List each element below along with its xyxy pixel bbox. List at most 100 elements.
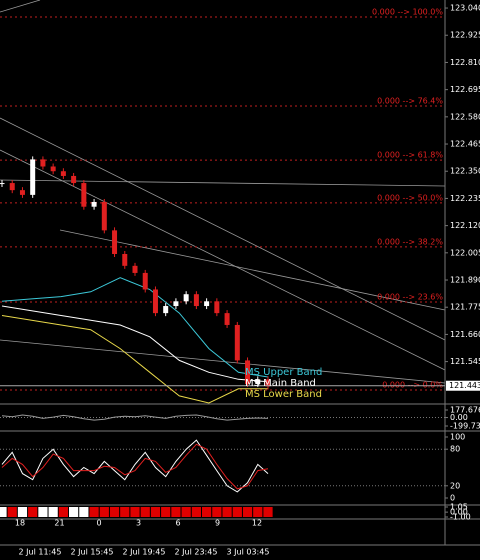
y-tick-label: 177.6762	[450, 406, 480, 415]
x-tick-label: 3 Jul 03:45	[227, 548, 270, 557]
hour-label: 0	[96, 519, 101, 528]
hour-label: 3	[136, 519, 141, 528]
trend-line	[0, 149, 446, 371]
fib-label: 0.000 --> 0.0%	[382, 380, 443, 389]
candle	[193, 294, 199, 307]
signal-block	[0, 507, 7, 517]
candle	[122, 254, 128, 266]
y-tick-label: 121.545	[450, 357, 480, 366]
candle	[9, 183, 15, 191]
y-tick-label: 122.695	[450, 85, 480, 94]
hour-label: 18	[15, 519, 25, 528]
signal-block	[161, 507, 171, 517]
y-tick-label: 80	[450, 445, 460, 454]
fib-label: 0.000 --> 23.6%	[377, 293, 443, 302]
trend-line	[0, 339, 446, 384]
y-tick-label: 121.660	[450, 330, 480, 339]
y-tick-label: 1.05	[450, 503, 468, 512]
indicator-line	[1, 439, 269, 493]
hour-label: 12	[252, 519, 262, 528]
band-line	[1, 277, 269, 378]
candle	[81, 183, 87, 207]
y-tick-label: 20	[450, 481, 460, 490]
y-tick-label: 122.580	[450, 112, 480, 121]
candle	[265, 379, 271, 387]
indicator-line	[1, 414, 269, 421]
y-tick-label: 121.775	[450, 303, 480, 312]
y-tick-label: 122.350	[450, 167, 480, 176]
candle	[71, 175, 77, 184]
signal-block	[202, 507, 212, 517]
trend-line	[0, 117, 446, 341]
candle	[91, 201, 97, 207]
legend-entry: MS Main Band	[245, 378, 316, 389]
signal-block	[253, 507, 263, 517]
current-price-label: 121.443	[449, 381, 480, 390]
candle	[245, 360, 251, 385]
y-tick-label: 122.465	[450, 140, 480, 149]
band-line	[1, 305, 269, 383]
candle	[30, 159, 36, 195]
signal-block	[28, 507, 38, 517]
y-tick-label: 123.040	[450, 4, 480, 13]
y-tick-label: 122.810	[450, 58, 480, 67]
candle	[152, 289, 158, 314]
signal-block	[150, 507, 161, 517]
signal-block	[140, 507, 150, 517]
candle	[142, 272, 148, 290]
y-tick-label: 0	[450, 494, 455, 503]
signal-block	[263, 507, 273, 517]
candle	[40, 159, 46, 167]
candle	[50, 166, 56, 172]
signal-block	[171, 507, 181, 517]
candle	[163, 306, 169, 314]
candle	[101, 201, 107, 231]
y-tick-label: 122.925	[450, 31, 480, 40]
fib-label: 0.000 --> 100.0%	[372, 8, 443, 17]
signal-block	[99, 507, 109, 517]
y-tick-label: 122.235	[450, 194, 480, 203]
fib-label: 0.000 --> 61.8%	[377, 151, 443, 160]
hour-label: 9	[215, 519, 220, 528]
signal-block	[48, 507, 58, 517]
trend-line	[0, 0, 41, 13]
signal-block	[232, 507, 242, 517]
candle	[204, 301, 210, 307]
hour-label: 21	[54, 519, 64, 528]
signal-block	[222, 507, 232, 517]
signal-block	[109, 507, 120, 517]
current-price-box	[446, 380, 480, 391]
band-line	[1, 315, 268, 404]
signal-block	[242, 507, 253, 517]
y-tick-label: -1.00	[450, 513, 471, 522]
y-tick-label: 121.890	[450, 276, 480, 285]
x-tick-label: 2 Jul 19:45	[123, 548, 166, 557]
hour-label: 6	[175, 519, 180, 528]
candle	[19, 190, 25, 195]
fib-label: 0.000 --> 50.0%	[377, 193, 443, 202]
signal-block	[69, 507, 79, 517]
signal-block	[212, 507, 222, 517]
signal-block	[181, 507, 191, 517]
y-tick-label: 122.120	[450, 221, 480, 230]
y-tick-label: 122.005	[450, 248, 480, 257]
candle	[132, 265, 138, 273]
candle	[173, 301, 179, 307]
signal-block	[58, 507, 68, 517]
signal-block	[130, 507, 140, 517]
trend-line	[59, 229, 446, 311]
fib-label: 0.000 --> 38.2%	[377, 237, 443, 246]
signal-block	[120, 507, 130, 517]
indicator-line	[1, 443, 269, 490]
candle	[214, 301, 220, 314]
candle	[0, 183, 5, 185]
legend-entry: MS Lower Band	[245, 389, 322, 400]
y-tick-label: 100	[450, 433, 465, 442]
x-tick-label: 2 Jul 15:45	[71, 548, 114, 557]
signal-block	[17, 507, 28, 517]
y-tick-label: 0.00	[450, 413, 468, 422]
candle	[183, 294, 189, 302]
y-tick-label: -199.7374	[450, 422, 480, 431]
